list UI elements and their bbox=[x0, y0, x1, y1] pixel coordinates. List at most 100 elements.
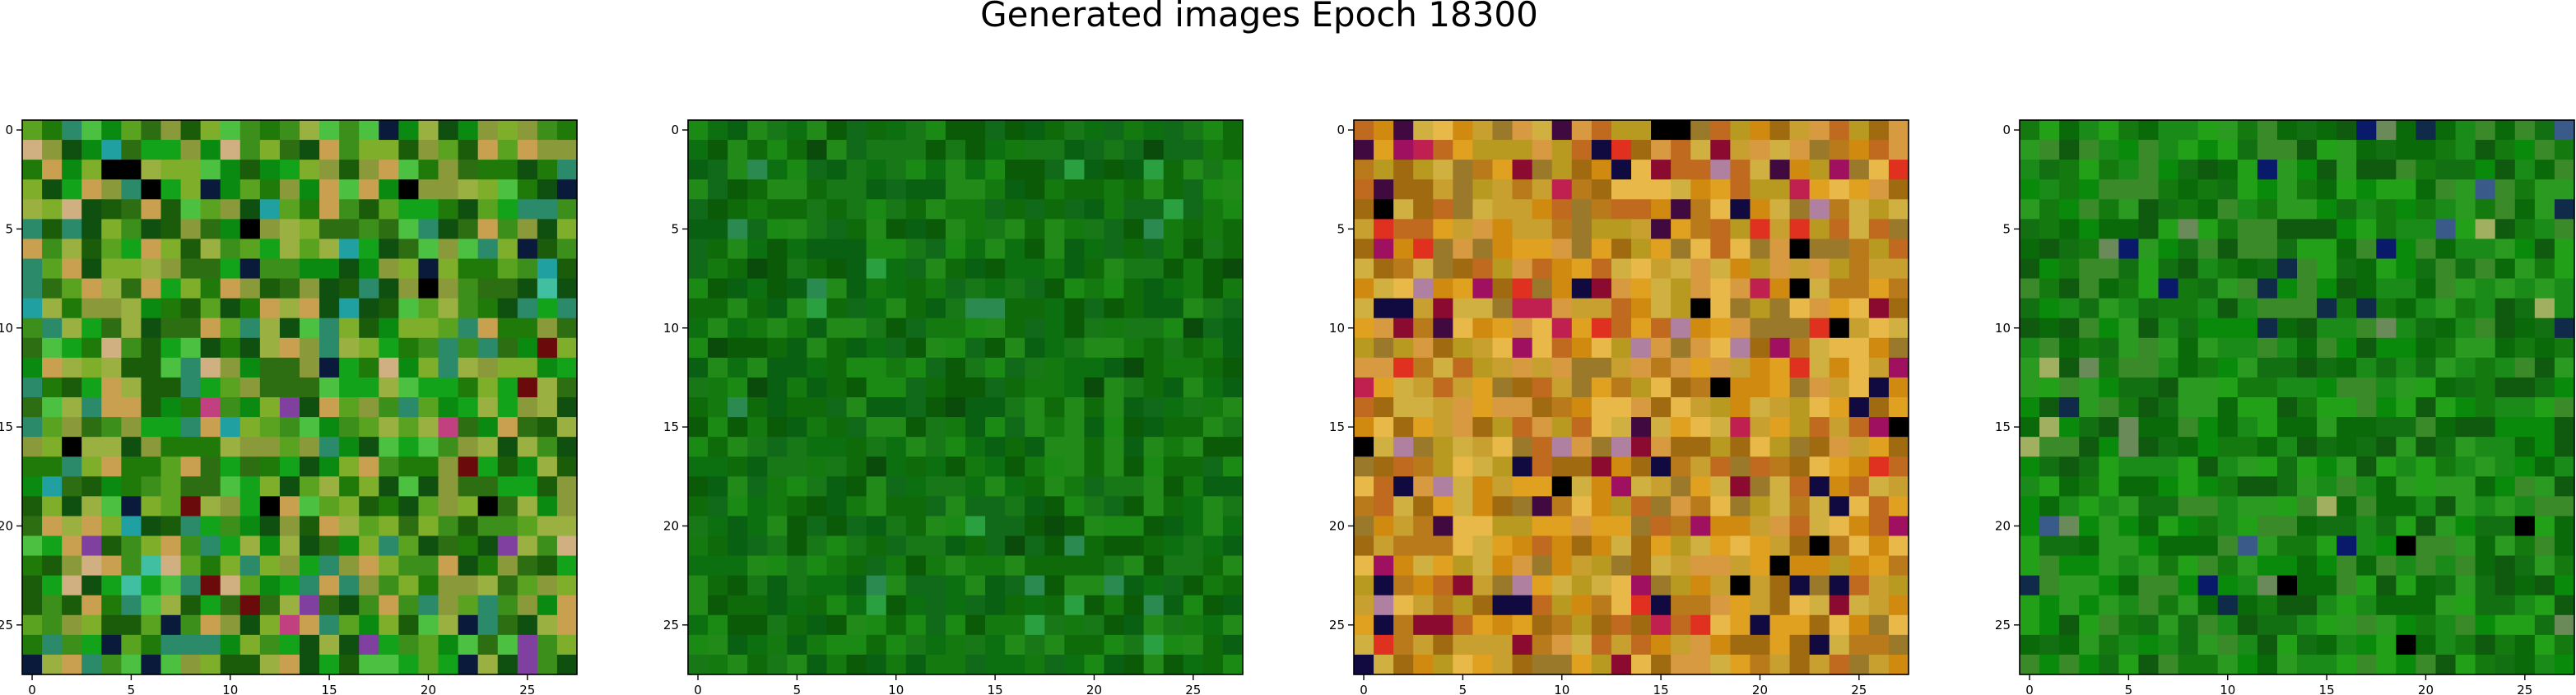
pixel-cell bbox=[2396, 140, 2416, 160]
pixel-cell bbox=[2495, 655, 2516, 675]
pixel-cell bbox=[2396, 120, 2416, 141]
pixel-cell bbox=[1084, 140, 1104, 160]
pixel-cell bbox=[398, 199, 419, 220]
pixel-cell bbox=[2099, 595, 2119, 616]
pixel-cell bbox=[2337, 199, 2357, 220]
pixel-cell bbox=[1413, 219, 1434, 239]
pixel-cell bbox=[221, 140, 241, 160]
pixel-cell bbox=[1710, 239, 1731, 259]
pixel-cell bbox=[121, 655, 142, 675]
pixel-cell bbox=[1710, 536, 1731, 557]
pixel-cell bbox=[1552, 199, 1573, 220]
pixel-cell bbox=[1790, 120, 1811, 141]
pixel-cell bbox=[2297, 417, 2318, 438]
pixel-cell bbox=[81, 595, 102, 616]
pixel-cell bbox=[2515, 259, 2536, 280]
pixel-cell bbox=[1472, 199, 1493, 220]
pixel-cell bbox=[1690, 456, 1711, 477]
pixel-cell bbox=[807, 456, 827, 477]
pixel-cell bbox=[886, 120, 907, 141]
pixel-cell bbox=[1849, 358, 1870, 378]
pixel-cell bbox=[1690, 397, 1711, 418]
pixel-cell bbox=[518, 199, 538, 220]
pixel-cell bbox=[1651, 160, 1672, 180]
pixel-cell bbox=[101, 219, 122, 239]
pixel-cell bbox=[260, 219, 281, 239]
pixel-cell bbox=[2277, 378, 2298, 398]
pixel-cell bbox=[2436, 635, 2457, 656]
pixel-cell bbox=[1532, 437, 1553, 457]
x-tick-label: 5 bbox=[1459, 683, 1467, 695]
pixel-cell bbox=[867, 279, 887, 299]
pixel-cell bbox=[2515, 417, 2536, 438]
pixel-cell bbox=[2118, 635, 2139, 656]
pixel-cell bbox=[2238, 338, 2258, 359]
pixel-cell bbox=[1651, 358, 1672, 378]
pixel-cell bbox=[42, 635, 63, 656]
pixel-cell bbox=[906, 219, 927, 239]
pixel-cell bbox=[1810, 496, 1830, 517]
pixel-cell bbox=[2159, 655, 2179, 675]
pixel-cell bbox=[1552, 179, 1573, 200]
pixel-cell bbox=[2238, 358, 2258, 378]
pixel-cell bbox=[2515, 299, 2536, 319]
pixel-cell bbox=[1869, 239, 1890, 259]
pixel-cell bbox=[2317, 496, 2337, 517]
pixel-cell bbox=[1810, 120, 1830, 141]
pixel-cell bbox=[1830, 279, 1850, 299]
pixel-cell bbox=[1671, 516, 1691, 536]
pixel-cell bbox=[2277, 437, 2298, 457]
pixel-cell bbox=[2297, 120, 2318, 141]
pixel-cell bbox=[2317, 199, 2337, 220]
pixel-cell bbox=[280, 199, 300, 220]
pixel-cell bbox=[498, 595, 518, 616]
pixel-cell bbox=[1572, 378, 1593, 398]
pixel-cell bbox=[2138, 397, 2159, 418]
pixel-cell bbox=[2020, 239, 2040, 259]
pixel-cell bbox=[867, 259, 887, 280]
pixel-cell bbox=[906, 615, 927, 636]
pixel-cell bbox=[886, 140, 907, 160]
pixel-cell bbox=[2495, 259, 2516, 280]
pixel-cell bbox=[1005, 556, 1025, 577]
pixel-cell bbox=[2079, 199, 2099, 220]
pixel-cell bbox=[1025, 456, 1045, 477]
pixel-cell bbox=[1104, 140, 1125, 160]
pixel-cell bbox=[319, 595, 340, 616]
pixel-cell bbox=[965, 635, 986, 656]
pixel-cell bbox=[1144, 476, 1165, 497]
pixel-cell bbox=[2138, 219, 2159, 239]
y-tick-label: 15 bbox=[0, 419, 13, 434]
pixel-cell bbox=[2317, 120, 2337, 141]
pixel-cell bbox=[300, 140, 320, 160]
pixel-cell bbox=[847, 199, 867, 220]
pixel-cell bbox=[1183, 576, 1204, 596]
pixel-cell bbox=[22, 615, 43, 636]
pixel-cell bbox=[1144, 456, 1165, 477]
pixel-cell bbox=[965, 417, 986, 438]
pixel-cell bbox=[22, 318, 43, 339]
pixel-cell bbox=[906, 318, 927, 339]
pixel-cell bbox=[1889, 576, 1909, 596]
pixel-cell bbox=[2257, 496, 2278, 517]
pixel-cell bbox=[1552, 615, 1573, 636]
pixel-cell bbox=[537, 279, 558, 299]
pixel-cell bbox=[747, 299, 768, 319]
pixel-cell bbox=[906, 397, 927, 418]
pixel-cell bbox=[1869, 576, 1890, 596]
pixel-cell bbox=[1453, 595, 1473, 616]
pixel-cell bbox=[300, 496, 320, 517]
pixel-cell bbox=[498, 635, 518, 656]
pixel-cell bbox=[2416, 120, 2436, 141]
pixel-cell bbox=[2495, 279, 2516, 299]
pixel-cell bbox=[141, 655, 161, 675]
pixel-cell bbox=[1730, 615, 1751, 636]
pixel-cell bbox=[121, 199, 142, 220]
pixel-cell bbox=[2218, 279, 2239, 299]
pixel-cell bbox=[398, 378, 419, 398]
pixel-cell bbox=[398, 576, 419, 596]
pixel-cell bbox=[1183, 140, 1204, 160]
pixel-cell bbox=[2059, 655, 2080, 675]
pixel-cell bbox=[2337, 536, 2357, 557]
pixel-cell bbox=[1084, 338, 1104, 359]
